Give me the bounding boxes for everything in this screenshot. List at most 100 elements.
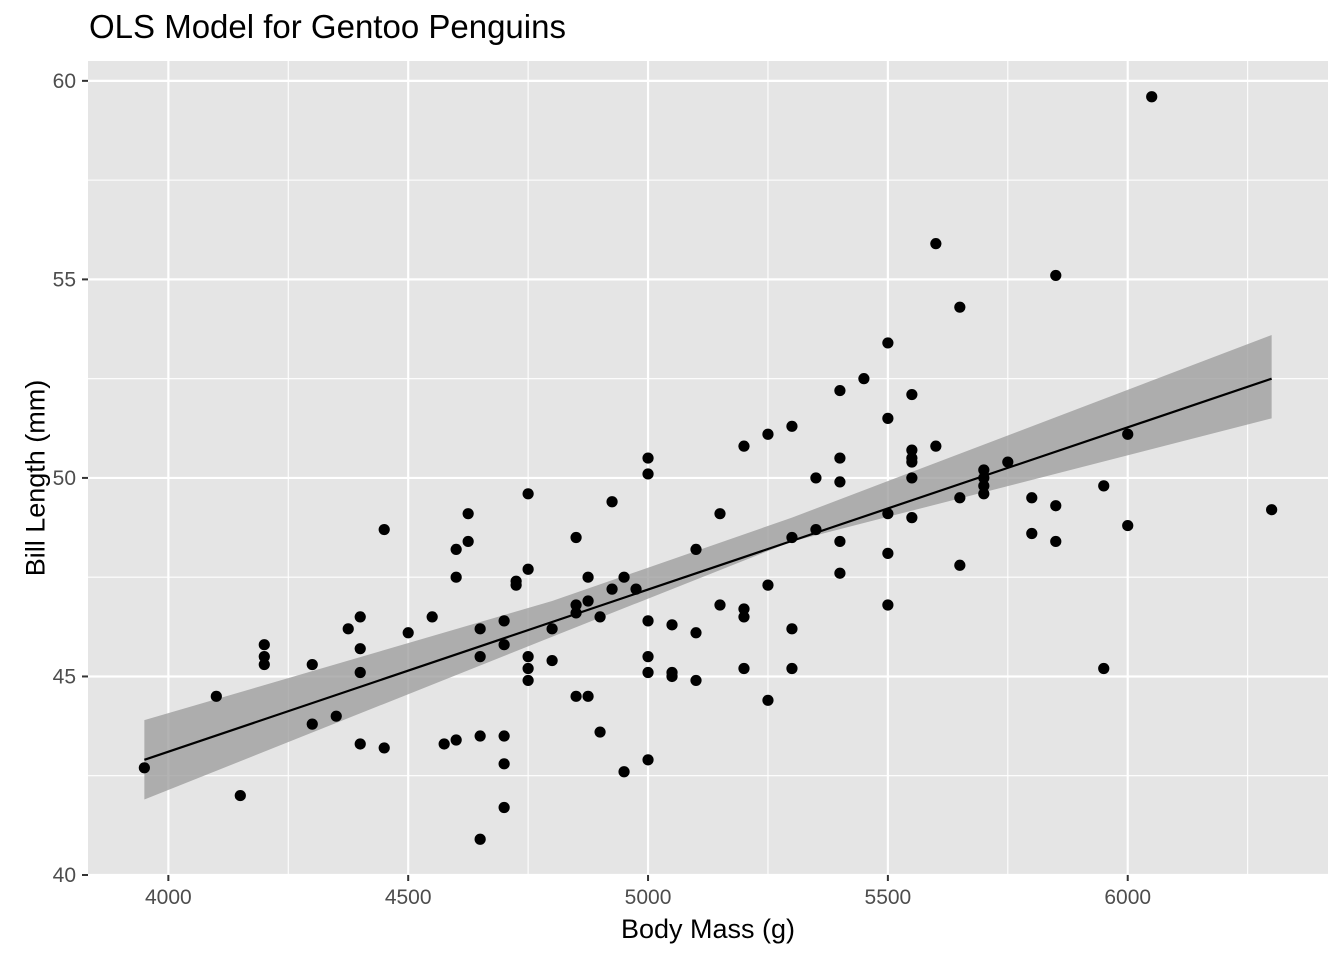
data-point [834, 567, 846, 579]
data-point [306, 718, 318, 730]
data-point [570, 531, 582, 544]
data-point [978, 464, 990, 476]
data-point [642, 468, 654, 480]
data-point [954, 492, 966, 504]
data-point [1050, 500, 1062, 512]
data-point [570, 607, 582, 619]
data-point [954, 559, 966, 571]
data-point [462, 535, 474, 548]
data-point [930, 238, 942, 250]
data-point [666, 619, 678, 631]
data-point [258, 651, 270, 663]
data-point [498, 615, 510, 627]
data-point [738, 603, 750, 615]
data-point [642, 754, 654, 766]
data-point [498, 639, 510, 651]
y-tick-label: 50 [53, 467, 76, 490]
data-point [474, 730, 486, 742]
data-point [570, 690, 582, 702]
x-tick-label: 5500 [865, 886, 912, 909]
data-point [1002, 456, 1014, 468]
x-axis-label: Body Mass (g) [620, 914, 796, 944]
data-point [882, 337, 894, 349]
data-point [450, 571, 462, 583]
data-point [522, 563, 534, 575]
data-point [522, 651, 534, 663]
data-point [426, 611, 438, 623]
data-point [546, 654, 558, 667]
data-point [498, 801, 510, 814]
data-point [786, 623, 798, 635]
data-point [882, 412, 894, 424]
x-tick-label: 4000 [145, 886, 192, 909]
x-axis: 4000 4500 5000 5500 6000 [145, 875, 1151, 909]
data-point [582, 690, 594, 702]
data-point [474, 623, 486, 635]
data-point [210, 690, 222, 702]
x-tick-label: 6000 [1104, 886, 1151, 909]
y-tick-label: 55 [53, 268, 76, 291]
data-point [402, 627, 414, 639]
data-point [138, 762, 150, 774]
data-point [762, 694, 774, 706]
data-point [1050, 535, 1062, 548]
data-point [522, 674, 534, 687]
data-point [786, 420, 798, 432]
data-point [474, 651, 486, 663]
data-point [462, 508, 474, 520]
points-layer [138, 91, 1278, 845]
data-point [882, 547, 894, 559]
plot-panel [88, 61, 1328, 875]
data-point [1266, 504, 1278, 516]
data-point [738, 611, 750, 623]
fit-line [144, 377, 1272, 761]
data-point [306, 658, 318, 671]
data-point [594, 726, 606, 738]
data-point [582, 571, 594, 583]
data-point [834, 384, 846, 397]
data-point [882, 599, 894, 611]
data-point [1146, 91, 1158, 103]
data-point [1122, 519, 1134, 532]
data-point [450, 543, 462, 556]
data-point [234, 789, 246, 802]
data-point [522, 662, 534, 675]
data-point [606, 583, 618, 595]
data-point [810, 523, 822, 536]
data-point [630, 583, 642, 595]
data-point [690, 674, 702, 687]
data-point [882, 508, 894, 520]
data-point [810, 472, 822, 484]
data-point [546, 623, 558, 635]
data-point [474, 833, 486, 845]
data-point [858, 373, 870, 385]
x-tick-label: 5000 [625, 886, 672, 909]
data-point [1098, 662, 1110, 675]
data-point [642, 666, 654, 679]
data-point [378, 523, 390, 536]
data-point [618, 571, 630, 583]
data-point [714, 508, 726, 520]
data-point [378, 742, 390, 754]
data-point [906, 456, 918, 468]
data-point [522, 488, 534, 500]
data-point [354, 643, 366, 655]
data-point [570, 599, 582, 611]
data-point [786, 662, 798, 675]
data-point [954, 301, 966, 313]
data-point [510, 579, 522, 591]
minor-grid [88, 61, 1328, 875]
data-point [1098, 480, 1110, 492]
data-point [834, 476, 846, 488]
data-point [642, 452, 654, 464]
data-point [714, 599, 726, 611]
data-point [594, 611, 606, 623]
data-point [930, 440, 942, 452]
confidence-band [144, 334, 1272, 800]
data-point [1026, 527, 1038, 540]
data-point [906, 388, 918, 401]
data-point [690, 627, 702, 639]
data-point [438, 738, 450, 750]
data-point [738, 662, 750, 675]
